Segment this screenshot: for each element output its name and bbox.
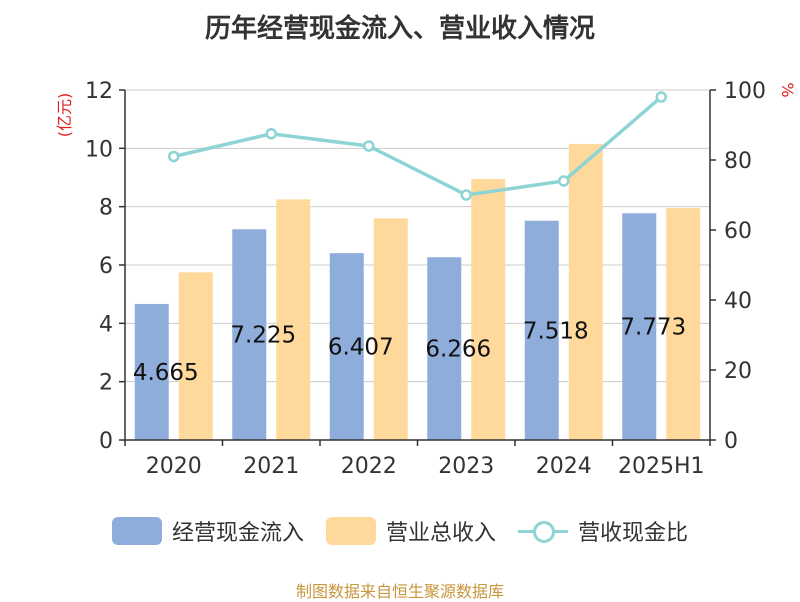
data-source-note: 制图数据来自恒生聚源数据库 <box>295 582 504 601</box>
legend-item-revenue[interactable]: 营业总收入 <box>325 515 496 547</box>
x-tick-label-1: 2021 <box>243 454 299 479</box>
axes: 0 2 4 6 8 10 12 0 20 40 60 80 100 2020 2021 2022 2023 202… <box>85 79 766 479</box>
ratio-point-4 <box>558 175 570 187</box>
legend-item-cash-inflow[interactable]: 经营现金流入 <box>111 515 304 547</box>
bar-1-1 <box>276 199 311 440</box>
left-tick-label-6: 12 <box>85 79 113 104</box>
left-tick-label-0: 0 <box>99 429 113 454</box>
bar-0-1 <box>232 229 267 440</box>
legend-swatch-ratio <box>518 517 568 545</box>
value-label-1: 7.225 <box>230 323 296 349</box>
x-tick-label-3: 2023 <box>438 454 494 479</box>
ratio-point-1 <box>265 128 277 140</box>
value-label-3: 6.266 <box>425 337 491 363</box>
right-tick-label-5: 100 <box>724 79 766 104</box>
x-tick-label-0: 2020 <box>146 454 202 479</box>
value-label-4: 7.518 <box>523 318 589 344</box>
legend-label-cash-inflow: 经营现金流入 <box>171 521 304 546</box>
right-tick-label-0: 0 <box>724 429 738 454</box>
ratio-line <box>168 91 667 201</box>
chart-title: 历年经营现金流入、营业收入情况 <box>204 14 595 44</box>
right-tick-label-4: 80 <box>724 149 752 174</box>
legend: 经营现金流入 营业总收入 营收现金比 <box>0 515 800 547</box>
bar-1-0 <box>178 272 213 440</box>
right-tick-label-2: 40 <box>724 289 752 314</box>
legend-item-ratio[interactable]: 营收现金比 <box>518 515 688 547</box>
value-label-2: 6.407 <box>328 335 394 361</box>
x-tick-label-2: 2022 <box>341 454 397 479</box>
left-tick-label-3: 6 <box>99 254 113 279</box>
bar-1-2 <box>373 218 408 440</box>
legend-swatch-revenue <box>325 517 376 545</box>
left-tick-label-4: 8 <box>99 196 113 221</box>
legend-label-revenue: 营业总收入 <box>385 521 496 546</box>
bar-0-2 <box>329 253 364 440</box>
ratio-point-3 <box>460 189 472 201</box>
left-tick-label-2: 4 <box>99 312 113 337</box>
bar-0-3 <box>427 257 462 440</box>
ratio-point-2 <box>363 140 375 152</box>
x-tick-label-5: 2025H1 <box>618 454 705 479</box>
value-label-5: 7.773 <box>620 315 686 341</box>
ratio-point-0 <box>168 150 180 163</box>
left-tick-label-5: 10 <box>85 137 113 162</box>
x-tick-label-4: 2024 <box>536 454 592 479</box>
legend-swatch-cash-inflow <box>111 517 162 545</box>
bars <box>134 143 701 441</box>
bar-1-3 <box>471 178 506 441</box>
legend-label-ratio: 营收现金比 <box>578 521 689 546</box>
bar-1-4 <box>568 143 603 441</box>
ratio-point-5 <box>655 91 667 103</box>
bar-0-4 <box>524 220 559 440</box>
value-label-0: 4.665 <box>133 360 199 386</box>
ratio-line-path <box>173 95 663 197</box>
bar-1-5 <box>666 208 701 440</box>
bar-0-5 <box>622 213 657 440</box>
value-labels: 4.665 7.225 6.407 6.266 7.518 7.773 <box>133 315 686 386</box>
right-tick-label-1: 20 <box>724 359 752 384</box>
left-tick-label-1: 2 <box>99 371 113 396</box>
right-tick-label-3: 60 <box>724 219 752 244</box>
bar-0-0 <box>134 303 169 440</box>
left-axis-unit: (亿元) <box>55 93 74 138</box>
right-axis-unit: % <box>778 82 797 97</box>
